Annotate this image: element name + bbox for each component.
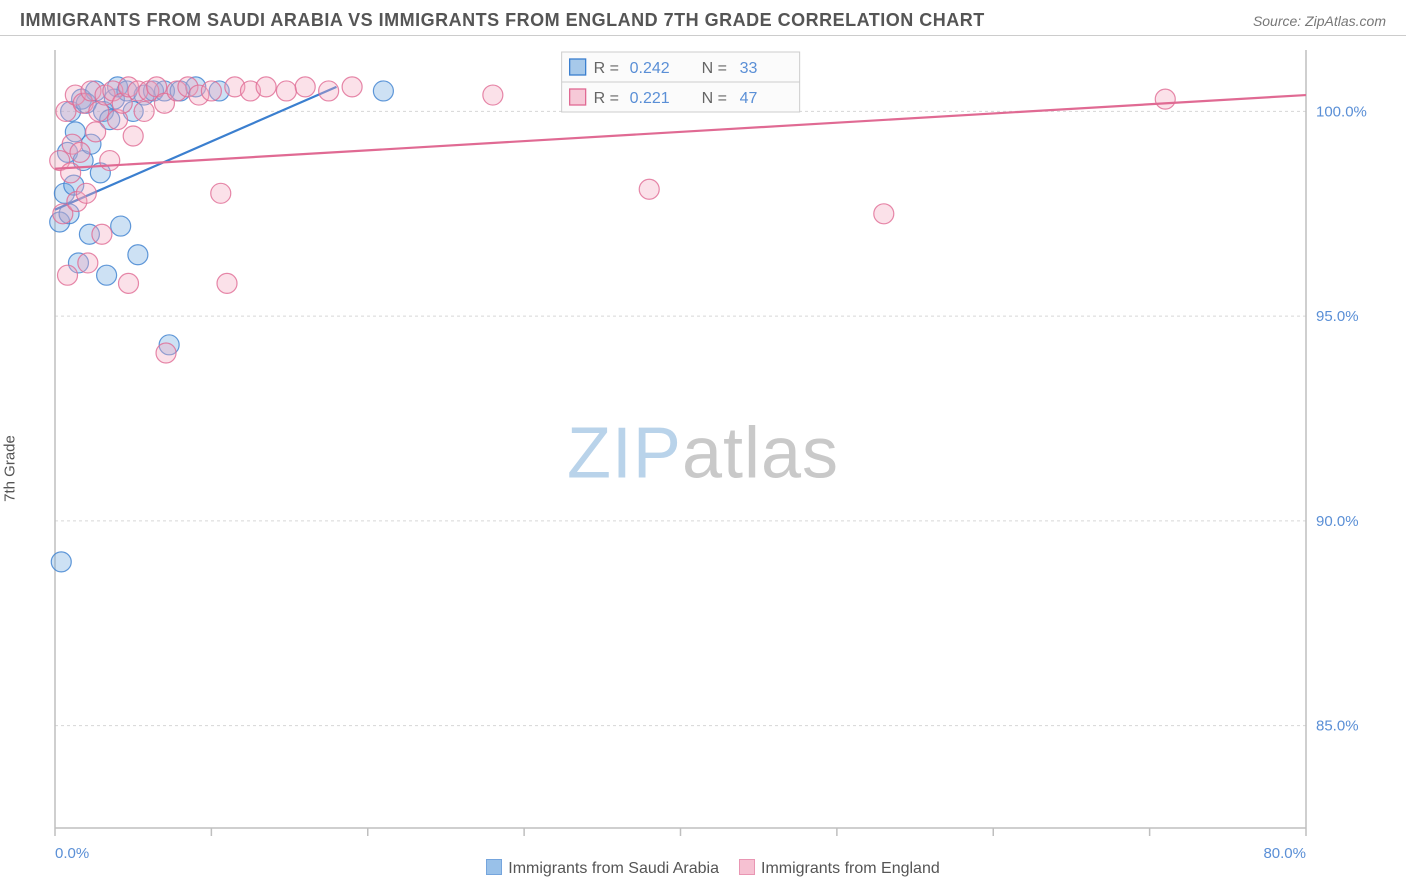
svg-text:R =: R = bbox=[594, 60, 619, 77]
svg-text:R =: R = bbox=[594, 90, 619, 107]
svg-text:N =: N = bbox=[702, 90, 727, 107]
svg-text:95.0%: 95.0% bbox=[1316, 308, 1359, 325]
svg-text:90.0%: 90.0% bbox=[1316, 513, 1359, 530]
chart-title: IMMIGRANTS FROM SAUDI ARABIA VS IMMIGRAN… bbox=[20, 10, 985, 31]
y-axis-label: 7th Grade bbox=[2, 435, 19, 502]
svg-text:N =: N = bbox=[702, 60, 727, 77]
svg-text:0.221: 0.221 bbox=[630, 90, 670, 107]
legend-label: Immigrants from Saudi Arabia bbox=[508, 860, 719, 877]
legend-swatch bbox=[739, 859, 755, 875]
scatter-plot: 85.0%90.0%95.0%100.0%0.0%80.0%R =0.242N … bbox=[0, 36, 1406, 884]
svg-text:33: 33 bbox=[740, 60, 758, 77]
legend-swatch bbox=[486, 859, 502, 875]
svg-text:47: 47 bbox=[740, 90, 758, 107]
svg-text:85.0%: 85.0% bbox=[1316, 718, 1359, 735]
svg-text:0.242: 0.242 bbox=[630, 60, 670, 77]
plot-area: 7th Grade 85.0%90.0%95.0%100.0%0.0%80.0%… bbox=[0, 36, 1406, 884]
legend-label: Immigrants from England bbox=[761, 860, 940, 877]
svg-text:100.0%: 100.0% bbox=[1316, 103, 1367, 120]
chart-header: IMMIGRANTS FROM SAUDI ARABIA VS IMMIGRAN… bbox=[0, 0, 1406, 36]
chart-source: Source: ZipAtlas.com bbox=[1253, 13, 1386, 29]
bottom-legend: Immigrants from Saudi Arabia Immigrants f… bbox=[0, 859, 1406, 878]
